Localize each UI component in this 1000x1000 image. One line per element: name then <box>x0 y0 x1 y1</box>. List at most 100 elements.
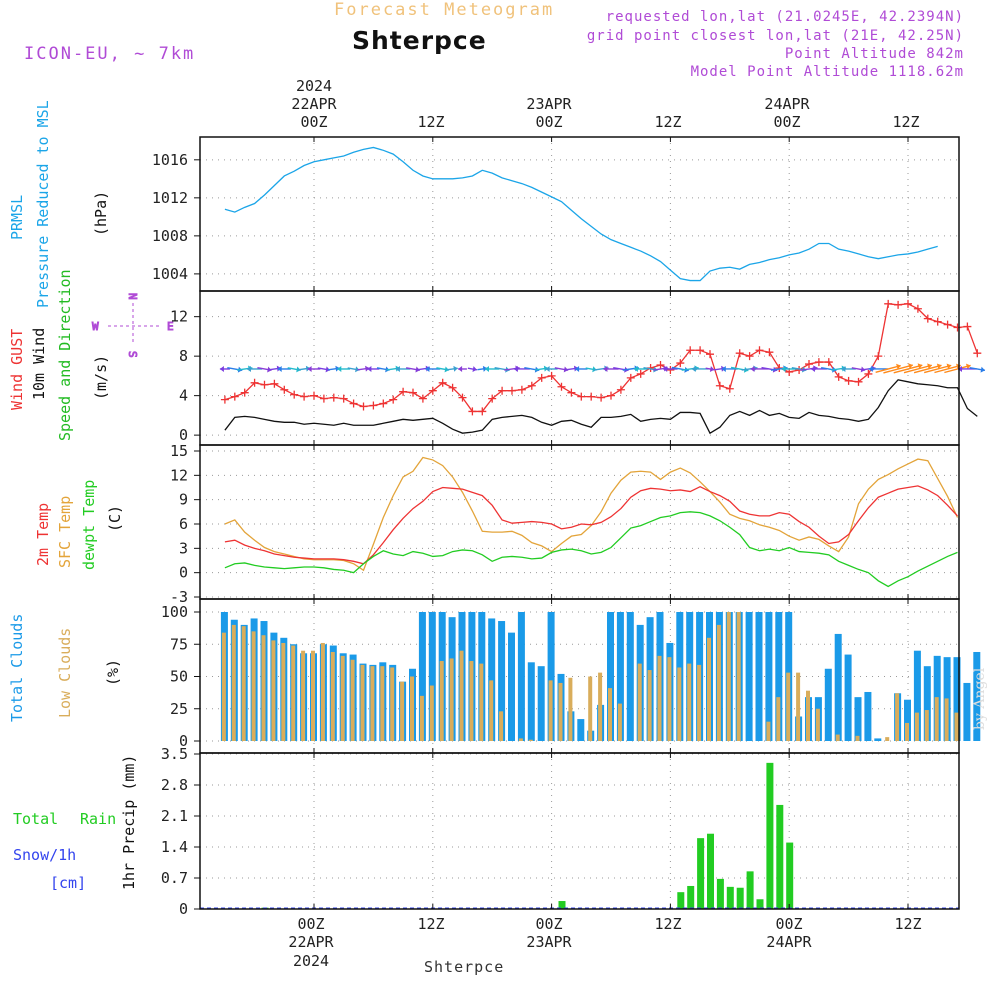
wind-ytick-label: 4 <box>179 387 188 405</box>
top-time-tick: 00Z <box>773 113 800 131</box>
low-cloud-bar <box>736 612 741 741</box>
total-cloud-bar <box>913 650 921 741</box>
bottom-time-tick: 12Z <box>654 915 681 933</box>
low-cloud-bar <box>231 624 236 741</box>
gust-marker <box>270 379 279 388</box>
gust-marker <box>597 393 606 402</box>
wind-direction-arrow <box>705 366 715 373</box>
precip-ytick-label: 2.1 <box>161 807 188 825</box>
wind-direction-arrow <box>893 363 923 374</box>
rain-bar <box>697 838 705 909</box>
gust-marker <box>607 391 615 400</box>
wind-arrow-head <box>781 365 786 372</box>
wind-arrow-head <box>307 365 312 372</box>
gust-marker <box>755 346 764 355</box>
wind-direction-arrow <box>810 365 827 372</box>
low-cloud-bar <box>895 693 900 741</box>
total-cloud-bar <box>923 666 931 741</box>
rain-bar <box>558 901 566 909</box>
temp-ytick-label: 0 <box>179 564 188 582</box>
low-cloud-bar <box>716 624 721 741</box>
low-cloud-bar <box>707 637 711 741</box>
wind-direction-arrow <box>868 365 888 372</box>
wind-direction-arrow <box>395 365 411 372</box>
low-cloud-bar <box>647 670 652 741</box>
gust-marker <box>448 383 457 392</box>
gust-marker <box>557 382 566 391</box>
rain-label: Rain <box>80 810 116 828</box>
sfc-temp-line <box>224 456 959 572</box>
wind-direction-arrow <box>367 365 380 372</box>
low-cloud-bar <box>499 711 504 741</box>
wind-direction-arrow <box>633 365 648 372</box>
low-cloud-bar <box>528 739 533 741</box>
low-cloud-bar <box>815 708 820 741</box>
wind-arrow-head <box>721 365 726 372</box>
wind-line <box>224 379 978 435</box>
wind-direction-arrow <box>575 365 588 372</box>
wind-arrow-head <box>219 365 224 372</box>
low-cloud-bar <box>558 682 563 741</box>
low-cloud-bar <box>568 677 573 741</box>
t2m-line <box>224 485 958 565</box>
gust-marker <box>458 393 467 402</box>
gust-marker <box>894 300 903 309</box>
wind-arrow-shaft <box>903 364 932 374</box>
compass-rose: N S W E <box>92 293 175 359</box>
rain-bar <box>687 885 695 909</box>
wind-arrow-head <box>908 363 913 369</box>
wind-arrow-shaft <box>913 364 942 374</box>
gust-marker <box>577 392 586 401</box>
snow-label: Snow/1h <box>13 846 76 864</box>
wind-arrow-head <box>750 365 755 372</box>
gust-marker <box>527 381 536 390</box>
low-cloud-bar <box>598 672 603 741</box>
sfc-temp-label: SFC Temp <box>56 496 74 568</box>
bottom-time-tick: 00Z <box>535 915 562 933</box>
wind-arrow-head <box>946 363 952 370</box>
top-date-label: 23APR <box>526 95 572 113</box>
low-clouds-label: Low Clouds <box>56 628 74 718</box>
pressure-desc-label: Pressure Reduced to MSL <box>34 100 52 308</box>
gust-marker <box>310 391 318 400</box>
wind-direction-arrow <box>841 365 856 372</box>
gust-marker <box>250 378 259 387</box>
wind-unit-label: (m/s) <box>92 355 110 400</box>
low-cloud-bar <box>291 645 296 741</box>
footer-station-label: Shterpce <box>424 958 505 976</box>
wind-arrow-head <box>458 365 463 372</box>
wind-arrow-head <box>965 363 971 370</box>
clouds-ytick-label: 25 <box>170 700 188 718</box>
total-cloud-bar <box>488 618 496 741</box>
temp-ytick-label: 3 <box>179 539 188 557</box>
gust-label: Wind GUST <box>8 329 26 410</box>
gust-marker <box>537 373 546 382</box>
temp-ytick-label: 6 <box>179 515 188 533</box>
bottom-date-label: 24APR <box>766 933 812 951</box>
bottom-year-label: 2024 <box>293 952 329 970</box>
gust-marker <box>240 388 249 397</box>
low-cloud-bar <box>697 664 702 741</box>
wind-arrow-head <box>896 363 901 370</box>
gust-marker <box>280 385 289 394</box>
low-cloud-bar <box>637 663 642 741</box>
temp-ytick-label: 15 <box>170 442 188 460</box>
low-cloud-bar <box>340 655 345 741</box>
total-cloud-bar <box>755 612 763 741</box>
bottom-date-label: 23APR <box>526 933 572 951</box>
wind-direction-arrow <box>425 365 441 372</box>
top-time-tick: 12Z <box>654 113 681 131</box>
rain-bar <box>707 833 714 909</box>
wind-arrow-shaft <box>923 364 952 374</box>
rain-bar <box>716 878 724 909</box>
gust-marker <box>834 372 843 381</box>
total-cloud-bar <box>428 612 436 741</box>
precip-ytick-label: 3.5 <box>161 745 188 763</box>
bottom-time-tick: 00Z <box>775 915 802 933</box>
low-cloud-bar <box>459 650 464 741</box>
gust-marker <box>814 358 823 367</box>
precip-panel-frame <box>199 752 960 910</box>
low-cloud-bar <box>419 695 424 741</box>
rain-bar <box>736 887 744 909</box>
